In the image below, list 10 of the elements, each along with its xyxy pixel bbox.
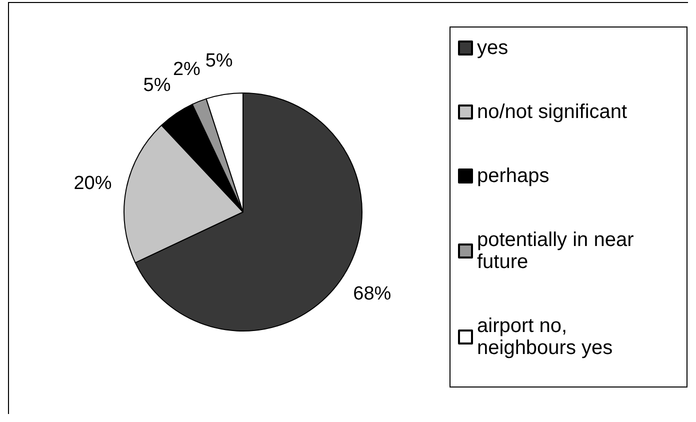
data-label: 68% (353, 283, 392, 304)
legend-label: perhaps (477, 165, 550, 187)
legend-label: yes (477, 37, 508, 59)
legend-label: potentially in near future (477, 229, 640, 273)
data-label: 2% (172, 59, 201, 80)
data-label: 20% (74, 172, 112, 194)
legend-label: no/not significant (477, 101, 628, 123)
data-label: 5% (205, 50, 233, 72)
legend-label: airport no, neighbours yes (477, 315, 613, 359)
data-label: 5% (143, 74, 171, 96)
